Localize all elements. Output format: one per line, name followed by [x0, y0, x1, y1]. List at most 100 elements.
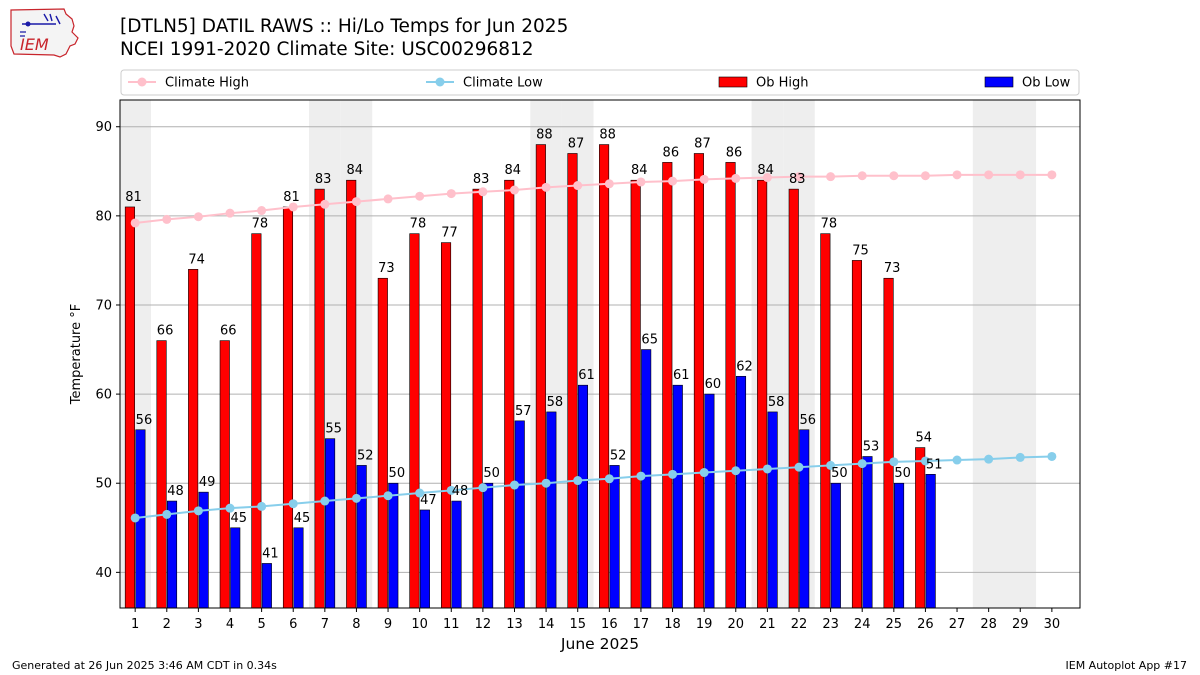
climate-low-point [478, 483, 488, 493]
climate-low-point [320, 496, 330, 506]
climate-high-point [573, 181, 583, 191]
ob-high-label: 73 [378, 261, 395, 276]
climate-high-point [889, 171, 899, 181]
legend-label: Climate Low [463, 76, 543, 91]
weekend-shade [783, 100, 815, 608]
ob-low-bar [925, 474, 936, 609]
climate-low-point [731, 466, 741, 476]
climate-low-point [162, 509, 172, 519]
ob-low-label: 52 [357, 448, 374, 463]
x-tick-label: 18 [664, 617, 681, 632]
climate-high-point [1015, 170, 1025, 180]
climate-high-point [826, 172, 836, 182]
ob-high-bar [156, 340, 167, 609]
x-tick-label: 24 [854, 617, 871, 632]
ob-low-label: 53 [863, 439, 880, 454]
x-tick-label: 2 [163, 617, 171, 632]
ob-high-bar [630, 179, 641, 609]
ob-low-bar [514, 420, 525, 609]
x-tick-label: 19 [696, 617, 713, 632]
ob-high-bar [567, 153, 578, 609]
legend-box [120, 69, 1080, 96]
weekend-shade [530, 100, 562, 608]
ob-high-label: 87 [568, 136, 585, 151]
ob-low-label: 56 [799, 413, 816, 428]
x-tick-label: 28 [980, 617, 997, 632]
x-tick-label: 26 [917, 617, 934, 632]
chart-subtitle: NCEI 1991-2020 Climate Site: USC00296812 [120, 39, 534, 60]
ob-high-label: 86 [726, 145, 743, 160]
ob-high-label: 73 [884, 261, 901, 276]
climate-low-point [668, 469, 678, 479]
climate-high-point [920, 171, 930, 181]
ob-low-bar [830, 482, 841, 609]
climate-high-point [604, 179, 614, 189]
climate-low-point [351, 493, 361, 503]
y-tick-label: 50 [95, 477, 112, 492]
climate-high-point [351, 197, 361, 207]
ob-low-bar [609, 465, 620, 609]
ob-low-label: 50 [894, 466, 911, 481]
ob-high-label: 66 [157, 324, 174, 339]
ob-low-label: 60 [705, 377, 722, 392]
x-tick-label: 15 [569, 617, 586, 632]
climate-low-point [415, 488, 425, 498]
climate-high-point [794, 172, 804, 182]
ob-low-bar [546, 411, 557, 609]
x-tick-label: 11 [443, 617, 460, 632]
ob-high-bar [251, 233, 262, 609]
ob-low-label: 48 [452, 484, 469, 499]
climate-low-point [984, 454, 994, 464]
climate-low-point [383, 491, 393, 501]
plot-frame [119, 99, 1081, 609]
iem-logo: IEM [10, 8, 79, 58]
ob-low-bar [862, 456, 873, 609]
climate-low-point [130, 513, 140, 523]
climate-high-point [731, 173, 741, 183]
ob-high-label: 88 [536, 128, 553, 143]
climate-high-point [446, 189, 456, 199]
y-tick-label: 40 [95, 566, 112, 581]
x-tick-label: 21 [759, 617, 776, 632]
climate-high-point [478, 187, 488, 197]
ob-high-bar [788, 188, 799, 609]
climate-low-point [826, 460, 836, 470]
climate-high-point [762, 173, 772, 183]
ob-high-bar [346, 179, 357, 609]
ob-high-bar [219, 340, 230, 609]
ob-high-label: 84 [757, 163, 774, 178]
ob-low-label: 45 [231, 511, 248, 526]
climate-high-point [320, 199, 330, 209]
climate-high-point [984, 170, 994, 180]
x-tick-label: 9 [384, 617, 392, 632]
climate-low-point [257, 501, 267, 511]
ob-high-label: 81 [125, 190, 142, 205]
x-tick-label: 30 [1044, 617, 1061, 632]
x-tick-label: 8 [352, 617, 360, 632]
climate-low-point [509, 480, 519, 490]
ob-low-label: 55 [325, 422, 342, 437]
ob-low-label: 49 [199, 475, 216, 490]
climate-low-point [541, 478, 551, 488]
x-tick-label: 14 [538, 617, 555, 632]
ob-high-bar [440, 242, 452, 609]
ob-low-label: 58 [547, 395, 564, 410]
ob-low-bar [577, 384, 588, 609]
climate-high-point [699, 174, 709, 184]
ob-high-label: 84 [346, 163, 363, 178]
ob-high-bar [915, 447, 926, 609]
ob-low-bar [672, 384, 683, 609]
ob-low-bar [483, 482, 494, 609]
weekend-shade [309, 100, 341, 608]
x-tick-label: 7 [321, 617, 329, 632]
weekend-shade [561, 100, 594, 608]
ob-high-label: 78 [252, 217, 269, 232]
climate-high-point [130, 218, 140, 228]
climate-high-point [257, 206, 267, 216]
ob-high-bar [504, 179, 515, 609]
generated-note: Generated at 26 Jun 2025 3:46 AM CDT in … [12, 659, 277, 672]
legend-swatch [984, 76, 1014, 88]
x-tick-label: 4 [226, 617, 234, 632]
climate-low-point [446, 485, 456, 495]
ob-low-label: 61 [673, 368, 690, 383]
